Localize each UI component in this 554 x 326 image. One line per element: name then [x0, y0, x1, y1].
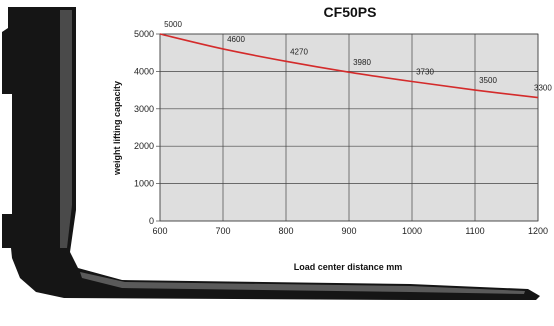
data-label: 3730: [416, 67, 434, 76]
data-label: 4600: [227, 35, 245, 44]
y-tick-label: 3000: [134, 104, 154, 114]
grid-lines: [159, 33, 539, 222]
x-tick-label: 1200: [528, 226, 548, 236]
x-tick-label: 700: [215, 226, 230, 236]
y-axis-label: weight lifting capacity: [112, 81, 122, 176]
y-tick-label: 4000: [134, 66, 154, 76]
data-label: 5000: [164, 20, 182, 29]
data-labels: 5000 4600 4270 3980 3730 3500 3300: [164, 20, 552, 93]
x-tick-label: 800: [278, 226, 293, 236]
y-tick-label: 1000: [134, 179, 154, 189]
x-axis-ticks: 600 700 800 900 1000 1100 1200: [152, 226, 548, 236]
data-label: 4270: [290, 47, 308, 56]
data-label: 3500: [479, 76, 497, 85]
x-tick-label: 1000: [402, 226, 422, 236]
x-axis-label: Load center distance mm: [294, 262, 403, 272]
data-label: 3980: [353, 58, 371, 67]
x-tick-label: 600: [152, 226, 167, 236]
forklift-fork-icon: [2, 7, 540, 300]
y-tick-label: 2000: [134, 141, 154, 151]
series-line: [159, 33, 539, 99]
x-tick-label: 1100: [465, 226, 484, 236]
y-tick-label: 0: [149, 216, 154, 226]
data-label: 3300: [534, 84, 552, 93]
capacity-chart: 600 700 800 900 1000 1100 1200 0 1000 2000 3000 40…: [112, 4, 552, 272]
y-tick-label: 5000: [134, 29, 154, 39]
y-axis-ticks: 0 1000 2000 3000 4000 5000: [134, 29, 160, 226]
x-tick-label: 900: [341, 226, 356, 236]
chart-title: CF50PS: [324, 4, 377, 20]
